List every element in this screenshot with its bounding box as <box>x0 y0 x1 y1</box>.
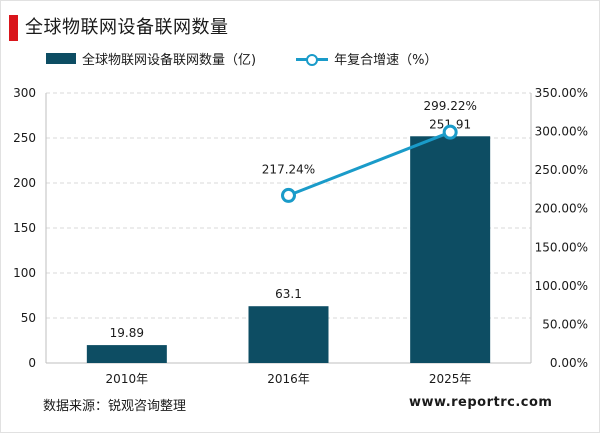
y-right-tick-label: 250.00% <box>535 163 588 177</box>
growth-value-label: 299.22% <box>423 99 476 113</box>
bar-value-label: 63.1 <box>275 287 302 301</box>
growth-line <box>287 130 451 197</box>
y-left-tick-label: 250 <box>13 131 36 145</box>
source-note: 数据来源：锐观咨询整理 <box>43 399 187 414</box>
y-right-tick-label: 100.00% <box>535 279 588 293</box>
chart-title: 全球物联网设备联网数量 <box>25 17 229 38</box>
y-left-tick-label: 200 <box>13 176 36 190</box>
y-right-tick-label: 50.00% <box>542 317 588 331</box>
legend-bar-swatch <box>46 53 76 64</box>
bar <box>410 136 491 363</box>
website-label: www.reportrc.com <box>409 395 553 410</box>
growth-point <box>281 187 296 203</box>
bar-value-label: 19.89 <box>110 326 144 340</box>
y-right-tick-label: 300.00% <box>535 125 588 139</box>
y-right-tick-label: 0.00% <box>550 356 588 370</box>
growth-value-label: 217.24% <box>262 162 315 176</box>
title-accent-bar <box>9 15 18 41</box>
x-tick-label: 2025年 <box>429 372 472 386</box>
y-left-tick-label: 50 <box>21 311 36 325</box>
y-left-tick-label: 150 <box>13 221 36 235</box>
growth-point <box>442 124 458 140</box>
x-tick-label: 2016年 <box>267 372 310 386</box>
legend-line-label: 年复合增速（%） <box>334 53 438 68</box>
y-left-tick-label: 100 <box>13 266 36 280</box>
legend-item-line: 年复合增速（%） <box>296 49 437 68</box>
bar <box>86 345 167 363</box>
legend-bar-label: 全球物联网设备联网数量（亿) <box>82 53 257 68</box>
y-left-tick-label: 300 <box>13 86 36 100</box>
legend-line-swatch <box>296 53 329 66</box>
legend-item-bar: 全球物联网设备联网数量（亿) <box>46 49 256 68</box>
x-tick-label: 2010年 <box>106 372 149 386</box>
y-right-tick-label: 350.00% <box>535 86 588 100</box>
legend: 全球物联网设备联网数量（亿) 年复合增速（%） <box>46 49 477 68</box>
bar <box>248 306 329 363</box>
y-right-tick-label: 200.00% <box>535 202 588 216</box>
y-right-tick-label: 150.00% <box>535 240 588 254</box>
y-left-tick-label: 0 <box>28 356 36 370</box>
bar-value-label: 251.91 <box>429 117 471 131</box>
